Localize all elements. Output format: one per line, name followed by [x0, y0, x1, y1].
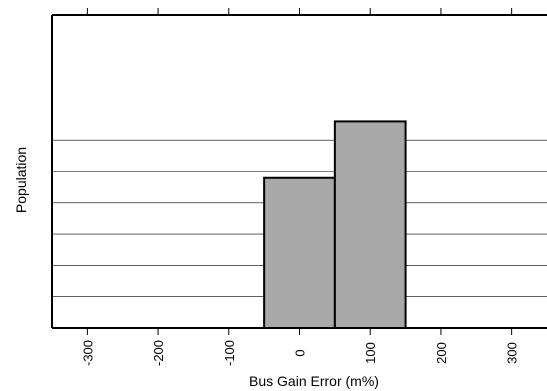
x-tick-label: -200 — [151, 340, 166, 366]
x-axis-label: Bus Gain Error (m%) — [249, 373, 379, 389]
bars — [263, 120, 407, 329]
x-tick-label: 100 — [363, 342, 378, 364]
x-tick-label: 0 — [293, 349, 308, 356]
x-tick-label: 200 — [434, 342, 449, 364]
x-ticks: -300 -200 -100 0 100 200 300 — [80, 8, 520, 366]
histogram-bar — [263, 176, 336, 329]
x-tick-label: -300 — [80, 340, 95, 366]
y-axis-label: Population — [13, 147, 29, 213]
histogram-bar — [333, 120, 407, 329]
x-tick-label: -100 — [222, 340, 237, 366]
x-tick-label: 300 — [505, 342, 520, 364]
